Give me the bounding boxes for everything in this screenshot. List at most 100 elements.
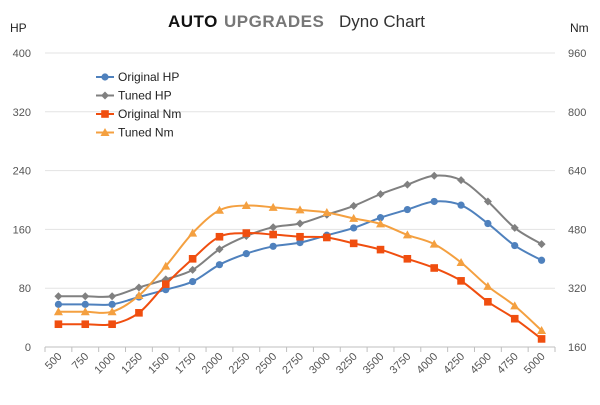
data-point-original-nm <box>215 232 224 241</box>
data-point-original-nm <box>81 320 90 329</box>
data-point-original-nm <box>376 245 385 254</box>
legend-label: Original Nm <box>118 107 181 121</box>
x-tick-label: 5000 <box>522 351 548 377</box>
x-tick-label: 2750 <box>280 351 306 377</box>
data-point-original-hp <box>81 300 89 308</box>
x-tick-label: 3750 <box>388 351 414 377</box>
left-tick-label: 160 <box>13 224 31 236</box>
series-line-original-nm <box>58 232 543 340</box>
series-tuned-nm <box>53 201 547 334</box>
x-tick-label: 2250 <box>227 351 253 377</box>
data-point-tuned-hp <box>296 219 304 228</box>
data-point-original-nm <box>108 320 116 329</box>
series-tuned-hp <box>54 171 546 301</box>
data-point-original-hp <box>54 300 63 308</box>
series-group <box>53 171 547 343</box>
x-tick-label: 1000 <box>92 351 118 377</box>
data-point-tuned-nm <box>510 301 520 310</box>
legend-label: Tuned Nm <box>118 126 174 140</box>
data-point-original-nm <box>323 233 331 242</box>
data-point-tuned-nm <box>402 230 412 239</box>
right-tick-label: 960 <box>568 48 586 60</box>
left-tick-label: 240 <box>13 166 31 178</box>
x-tick-label: 500 <box>43 351 64 372</box>
x-tick-label: 3000 <box>307 351 333 377</box>
data-point-original-nm <box>296 232 304 241</box>
data-point-original-hp <box>189 277 197 286</box>
data-point-original-nm <box>537 335 546 343</box>
brand-upgrades: UPGRADES <box>224 12 324 31</box>
data-point-tuned-hp <box>349 201 358 210</box>
data-point-tuned-nm <box>241 201 251 210</box>
x-tick-label: 2000 <box>200 351 226 377</box>
x-tick-label: 4250 <box>441 351 467 377</box>
legend-item-original-hp: Original HP <box>96 70 179 84</box>
data-point-tuned-nm <box>134 291 144 300</box>
data-point-original-hp <box>430 197 438 206</box>
left-tick-label: 0 <box>25 342 31 354</box>
data-point-original-hp <box>269 242 277 250</box>
x-tick-label: 2500 <box>253 351 279 377</box>
data-point-tuned-hp <box>54 292 63 301</box>
data-point-original-hp <box>537 256 546 264</box>
data-point-tuned-nm <box>214 205 224 214</box>
data-point-tuned-nm <box>537 325 547 334</box>
legend-item-original-nm: Original Nm <box>96 107 181 121</box>
data-point-tuned-hp <box>188 265 197 274</box>
gridlines <box>45 52 555 348</box>
x-tick-label: 3250 <box>334 351 360 377</box>
data-point-tuned-hp <box>215 245 224 254</box>
left-tick-label: 400 <box>13 48 31 60</box>
data-point-tuned-nm <box>483 281 493 290</box>
x-tick-label: 750 <box>70 351 91 372</box>
legend-item-tuned-nm: Tuned Nm <box>96 126 174 140</box>
data-point-original-nm <box>135 309 143 317</box>
data-point-original-nm <box>457 277 465 285</box>
right-tick-label: 640 <box>568 166 586 178</box>
right-tick-label: 320 <box>568 283 586 295</box>
data-point-tuned-hp <box>108 292 117 301</box>
data-point-original-nm <box>349 239 358 248</box>
data-point-original-hp <box>376 214 385 222</box>
data-point-tuned-nm <box>188 228 198 237</box>
right-axis-title: Nm <box>570 21 589 35</box>
data-point-original-hp <box>108 300 116 308</box>
data-point-tuned-nm <box>161 261 171 270</box>
data-point-original-hp <box>457 201 465 209</box>
data-point-original-nm <box>188 255 197 263</box>
data-point-original-nm <box>510 314 519 323</box>
data-point-tuned-nm <box>429 239 439 248</box>
data-point-original-hp <box>403 205 411 214</box>
legend-marker <box>101 91 109 100</box>
x-tick-label: 4000 <box>415 351 441 377</box>
data-point-tuned-hp <box>134 283 143 292</box>
data-point-tuned-nm <box>322 207 332 216</box>
data-point-tuned-hp <box>269 223 278 232</box>
data-point-original-nm <box>430 264 439 272</box>
left-tick-label: 320 <box>13 107 31 119</box>
x-tick-label: 4500 <box>468 351 494 377</box>
left-tick-label: 80 <box>19 283 31 295</box>
legend: Original HP Tuned HP Original Nm Tuned Nm <box>96 70 181 140</box>
legend-marker <box>101 73 109 81</box>
data-point-tuned-hp <box>510 223 519 232</box>
data-point-original-hp <box>215 261 224 269</box>
x-tick-label: 1250 <box>119 351 145 377</box>
data-point-tuned-nm <box>80 307 90 316</box>
chart-title: Dyno Chart <box>339 12 425 31</box>
data-point-original-nm <box>161 280 170 288</box>
data-point-tuned-hp <box>376 190 385 199</box>
data-point-tuned-nm <box>53 307 63 316</box>
data-point-original-hp <box>511 241 519 250</box>
series-original-nm <box>54 229 546 343</box>
data-point-tuned-nm <box>107 307 117 316</box>
data-point-tuned-hp <box>81 292 90 301</box>
x-tick-label: 1500 <box>146 351 172 377</box>
right-tick-label: 480 <box>568 224 586 236</box>
data-point-original-nm <box>403 255 412 263</box>
data-point-tuned-nm <box>456 257 466 266</box>
data-point-original-hp <box>242 250 250 258</box>
data-point-original-hp <box>296 239 304 247</box>
